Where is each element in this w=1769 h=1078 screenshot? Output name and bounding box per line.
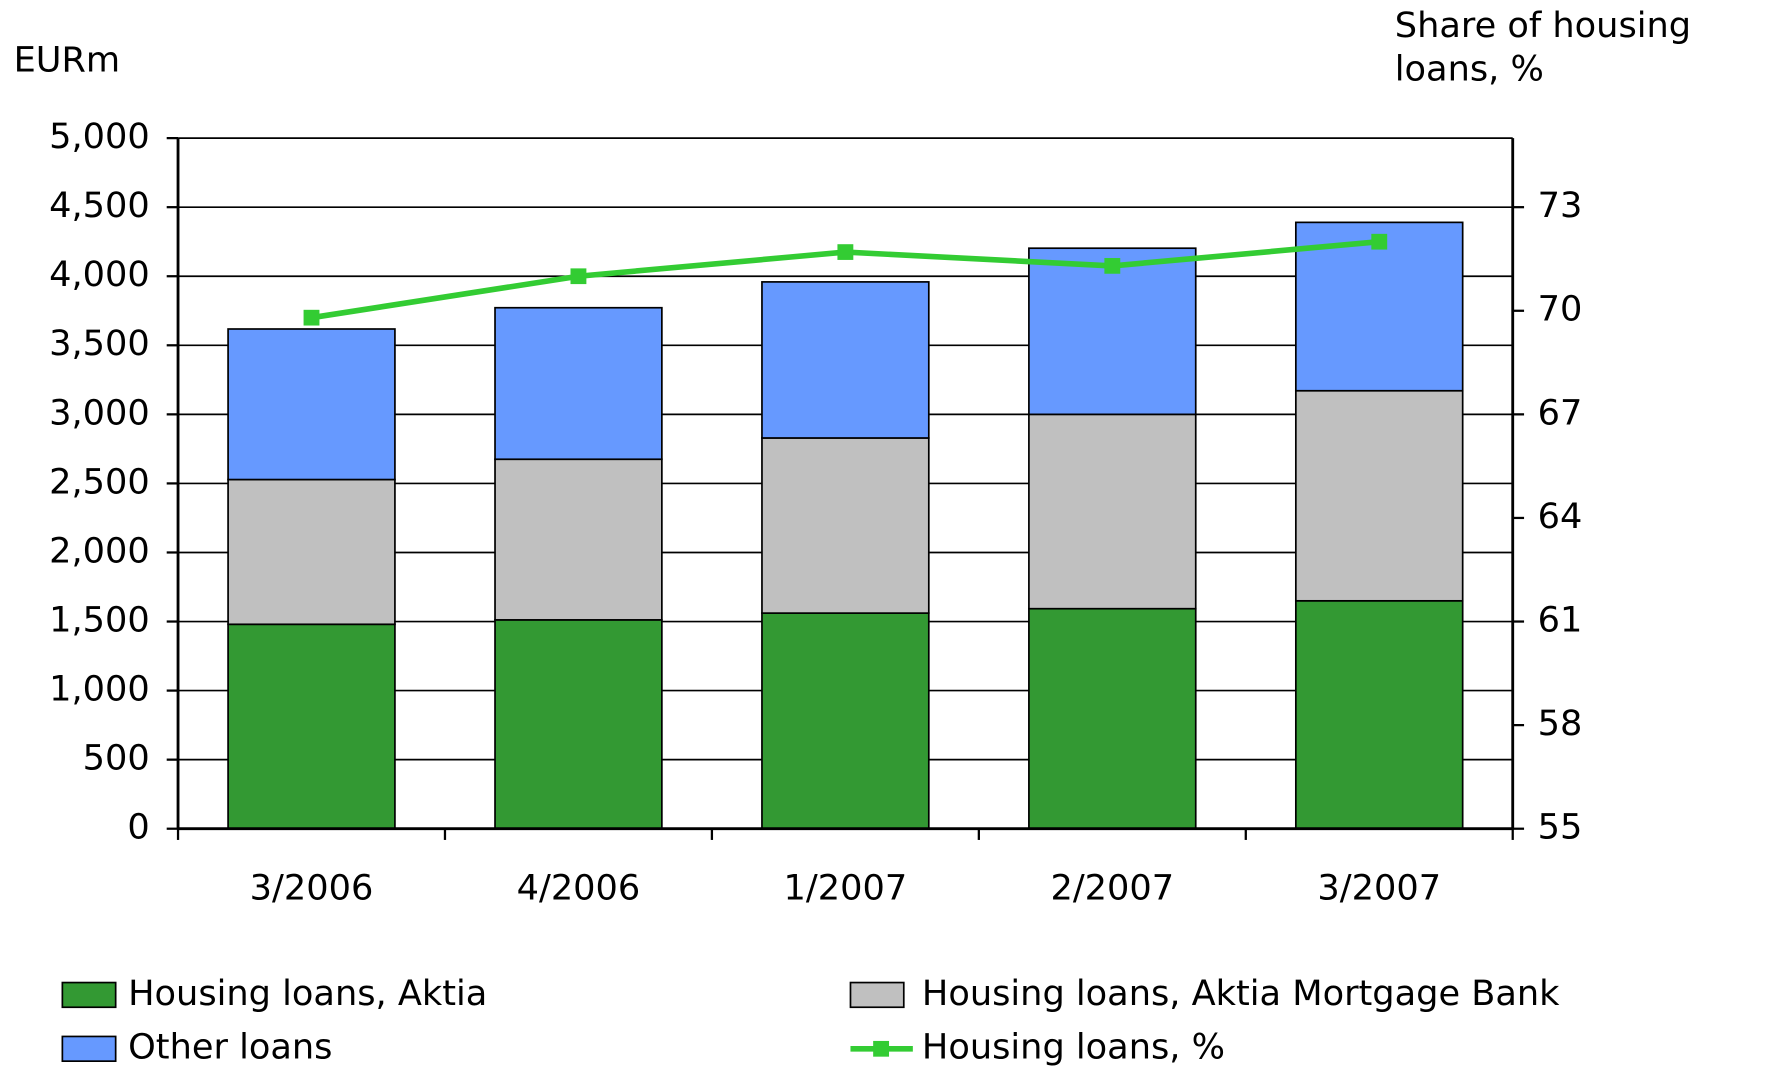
bar-segment (227, 623, 396, 830)
x-tick-label: 2/2007 (1050, 868, 1174, 908)
bar-segment (494, 619, 663, 830)
bar-segment (494, 458, 663, 621)
line-marker (837, 244, 854, 260)
legend-label: Housing loans, Aktia (128, 974, 487, 1014)
bar-segment (761, 281, 930, 439)
y-tick-label: 3,500 (49, 324, 150, 364)
bar-segment (1294, 221, 1464, 392)
y2-tick-label: 70 (1538, 290, 1583, 330)
bar-segment (1028, 413, 1197, 610)
bar-segment (494, 306, 663, 461)
legend-swatch (849, 981, 905, 1009)
y-tick-label: 500 (83, 739, 150, 779)
x-tick-label: 3/2007 (1317, 868, 1441, 908)
y2-tick-label: 58 (1538, 704, 1583, 744)
y2-tick-label: 61 (1538, 601, 1583, 641)
legend-label: Other loans (128, 1028, 332, 1068)
legend-label: Housing loans, Aktia Mortgage Bank (922, 974, 1560, 1014)
line-marker (570, 268, 587, 285)
y-tick-label: 5,000 (49, 117, 150, 157)
x-tick-label: 1/2007 (784, 868, 908, 908)
legend-swatch (61, 981, 117, 1009)
bar-segment (1028, 247, 1197, 416)
legend-swatch (61, 1035, 117, 1062)
y2-axis-label: Share of housing (1395, 6, 1691, 46)
y-tick-label: 2,000 (49, 532, 150, 572)
y-tick-label: 2,500 (49, 463, 150, 503)
y2-tick-label: 67 (1538, 393, 1583, 433)
y-tick-label: 4,500 (49, 186, 150, 226)
y2-tick-label: 55 (1538, 808, 1583, 848)
bar-segment (1294, 599, 1464, 830)
x-tick-label: 3/2006 (250, 868, 374, 908)
y-tick-label: 1,000 (49, 670, 150, 710)
x-tick-label: 4/2006 (517, 868, 641, 908)
line-marker (303, 309, 320, 326)
y2-tick-label: 73 (1538, 186, 1583, 226)
y2-tick-label: 64 (1538, 497, 1583, 537)
y-tick-label: 0 (127, 808, 149, 848)
y-tick-label: 1,500 (49, 601, 150, 641)
y-axis-label: EURm (14, 41, 121, 81)
bar-segment (227, 478, 396, 626)
y-tick-label: 4,000 (49, 255, 150, 295)
line-marker (1104, 258, 1121, 274)
line-marker (1371, 233, 1388, 250)
bar-segment (1028, 607, 1197, 830)
bar-segment (761, 612, 930, 830)
bar-segment (227, 328, 396, 481)
y2-axis-label: loans, % (1395, 50, 1544, 90)
legend-label: Housing loans, % (922, 1028, 1225, 1068)
bar-segment (1294, 389, 1464, 602)
legend-marker (873, 1040, 890, 1057)
y-tick-label: 3,000 (49, 393, 150, 433)
bar-segment (761, 437, 930, 614)
